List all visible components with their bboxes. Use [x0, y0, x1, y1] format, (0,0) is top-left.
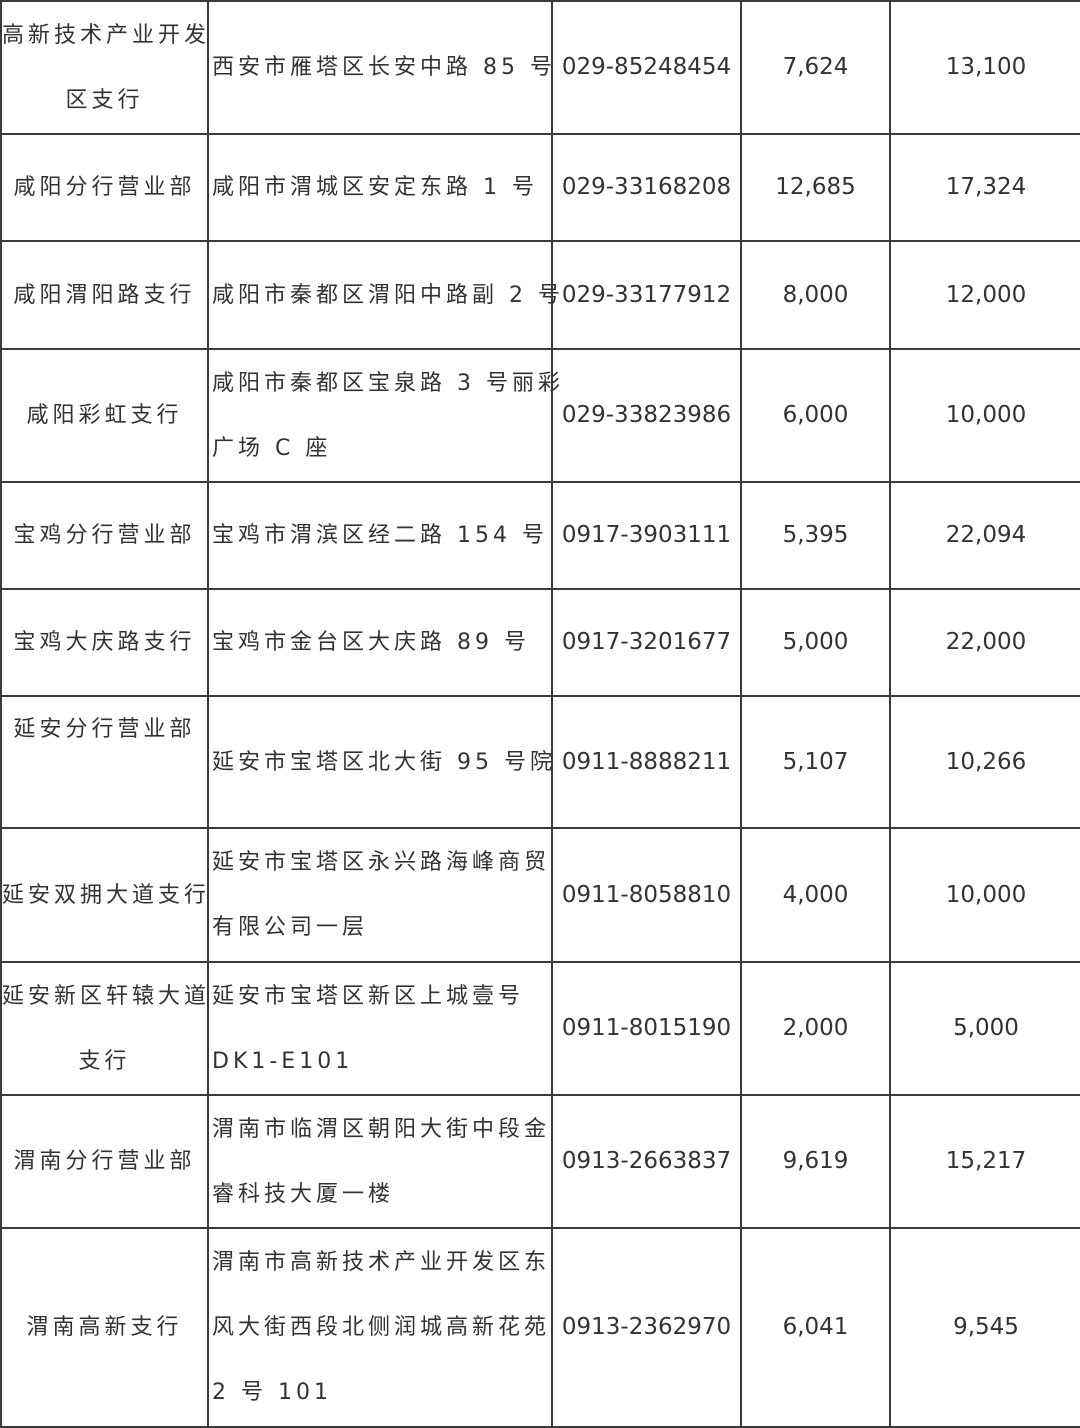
phone-cell: 0917-3201677 — [551, 588, 742, 697]
branch-name-cell: 延安双拥大道支行 — [0, 827, 211, 963]
phone-cell: 0913-2663837 — [551, 1094, 742, 1229]
table-row: 渭南分行营业部 渭南市临渭区朝阳大街中段金 睿科技大厦一楼 0913-2663837 9… — [0, 1094, 1080, 1229]
value-cell: 22,000 — [889, 588, 1080, 697]
value-cell: 17,324 — [889, 133, 1080, 242]
address-line: 睿科技大厦一楼 — [212, 1181, 395, 1207]
address-line: 广场 C 座 — [212, 435, 332, 461]
table-row: 延安分行营业部 延安市宝塔区北大街 95 号院 0911-8888211 5,107… — [0, 695, 1080, 829]
address-line: 有限公司一层 — [212, 915, 369, 940]
branch-name-line: 延安双拥大道支行 — [2, 882, 211, 908]
address-cell: 宝鸡市渭滨区经二路 154 号 — [207, 481, 553, 590]
address-cell: 咸阳市渭城区安定东路 1 号 — [207, 133, 553, 242]
address-cell: 延安市宝塔区北大街 95 号院 — [207, 695, 556, 829]
branch-name-line: 区支行 — [65, 87, 144, 113]
table-row: 延安双拥大道支行 延安市宝塔区永兴路海峰商贸 有限公司一层 0911-8058810 4… — [0, 827, 1080, 963]
value-cell: 9,619 — [740, 1094, 891, 1229]
branch-name-line: 渭南分行营业部 — [13, 1149, 196, 1174]
address-cell: 渭南市高新技术产业开发区东 风大街西段北侧润城高新花苑 2 号 101 — [207, 1227, 553, 1428]
branch-name-line: 宝鸡分行营业部 — [13, 523, 196, 548]
branch-name-line: 咸阳彩虹支行 — [26, 403, 183, 428]
address-line: 宝鸡市渭滨区经二路 154 号 — [212, 523, 548, 548]
address-cell: 延安市宝塔区永兴路海峰商贸 有限公司一层 — [207, 827, 553, 963]
phone-cell: 029-33177912 — [551, 240, 742, 350]
address-line: 宝鸡市金台区大庆路 89 号 — [212, 630, 530, 655]
address-line: 咸阳市秦都区渭阳中路副 2 号 — [212, 282, 564, 308]
branch-name-line: 渭南高新支行 — [26, 1315, 183, 1340]
table-row: 延安新区轩辕大道 支行 延安市宝塔区新区上城壹号 DK1-E101 0911-80151… — [0, 961, 1080, 1096]
branch-name-line: 咸阳分行营业部 — [13, 175, 196, 200]
branch-name-line: 延安新区轩辕大道 — [2, 983, 211, 1009]
branch-name-cell: 宝鸡分行营业部 — [0, 481, 209, 590]
table-row: 咸阳彩虹支行 咸阳市秦都区宝泉路 3 号丽彩 广场 C 座 029-33823986 6… — [0, 348, 1080, 483]
value-cell: 12,000 — [889, 240, 1080, 350]
phone-cell: 0913-2362970 — [551, 1227, 742, 1428]
value-cell: 7,624 — [740, 0, 891, 135]
phone-cell: 0911-8015190 — [551, 961, 742, 1096]
address-line: 渭南市高新技术产业开发区东 — [212, 1250, 551, 1275]
address-line: 咸阳市渭城区安定东路 1 号 — [212, 175, 538, 200]
branch-name-cell: 渭南分行营业部 — [0, 1094, 209, 1229]
value-cell: 12,685 — [740, 133, 891, 242]
value-cell: 9,545 — [889, 1227, 1080, 1428]
value-cell: 10,266 — [889, 695, 1080, 829]
value-cell: 10,000 — [889, 348, 1080, 483]
table-row: 咸阳渭阳路支行 咸阳市秦都区渭阳中路副 2 号 029-33177912 8,000 1… — [0, 240, 1080, 350]
address-cell: 咸阳市秦都区宝泉路 3 号丽彩 广场 C 座 — [207, 348, 564, 483]
table-row: 宝鸡分行营业部 宝鸡市渭滨区经二路 154 号 0917-3903111 5,395 2… — [0, 481, 1080, 590]
phone-cell: 029-85248454 — [551, 0, 742, 135]
phone-cell: 0911-8888211 — [551, 695, 742, 829]
value-cell: 2,000 — [740, 961, 891, 1096]
address-line: 延安市宝塔区新区上城壹号 — [212, 983, 525, 1009]
address-line: 渭南市临渭区朝阳大街中段金 — [212, 1116, 551, 1142]
table-row: 高新技术产业开发 区支行 西安市雁塔区长安中路 85 号 029-85248454 7,… — [0, 0, 1080, 135]
table-row: 渭南高新支行 渭南市高新技术产业开发区东 风大街西段北侧润城高新花苑 2 号 101 0… — [0, 1227, 1080, 1428]
value-cell: 15,217 — [889, 1094, 1080, 1229]
address-line: 2 号 101 — [212, 1380, 332, 1405]
phone-cell: 0911-8058810 — [551, 827, 742, 963]
branch-name-line: 支行 — [78, 1048, 131, 1074]
value-cell: 5,107 — [740, 695, 891, 829]
branch-name-cell: 咸阳渭阳路支行 — [0, 240, 209, 350]
value-cell: 10,000 — [889, 827, 1080, 963]
branch-name-cell: 咸阳分行营业部 — [0, 133, 209, 242]
branch-name-line: 高新技术产业开发 — [2, 22, 211, 48]
address-cell: 延安市宝塔区新区上城壹号 DK1-E101 — [207, 961, 553, 1096]
address-line: 延安市宝塔区北大街 95 号院 — [212, 749, 556, 775]
branch-name-cell: 渭南高新支行 — [0, 1227, 209, 1428]
value-cell: 4,000 — [740, 827, 891, 963]
phone-cell: 0917-3903111 — [551, 481, 742, 590]
value-cell: 13,100 — [889, 0, 1080, 135]
address-cell: 宝鸡市金台区大庆路 89 号 — [207, 588, 553, 697]
value-cell: 5,000 — [740, 588, 891, 697]
branch-name-cell: 宝鸡大庆路支行 — [0, 588, 209, 697]
branch-name-cell: 高新技术产业开发 区支行 — [0, 0, 211, 135]
address-line: 风大街西段北侧润城高新花苑 — [212, 1315, 551, 1340]
branch-name-line: 宝鸡大庆路支行 — [13, 630, 196, 655]
value-cell: 5,000 — [889, 961, 1080, 1096]
address-cell: 渭南市临渭区朝阳大街中段金 睿科技大厦一楼 — [207, 1094, 553, 1229]
phone-cell: 029-33168208 — [551, 133, 742, 242]
value-cell: 6,000 — [740, 348, 891, 483]
branch-name-cell: 咸阳彩虹支行 — [0, 348, 209, 483]
address-line: 咸阳市秦都区宝泉路 3 号丽彩 — [212, 370, 564, 396]
branch-name-cell: 延安新区轩辕大道 支行 — [0, 961, 211, 1096]
phone-cell: 029-33823986 — [551, 348, 742, 483]
value-cell: 22,094 — [889, 481, 1080, 590]
address-cell: 咸阳市秦都区渭阳中路副 2 号 — [207, 240, 564, 350]
value-cell: 5,395 — [740, 481, 891, 590]
table-row: 宝鸡大庆路支行 宝鸡市金台区大庆路 89 号 0917-3201677 5,000 22… — [0, 588, 1080, 697]
address-cell: 西安市雁塔区长安中路 85 号 — [207, 0, 556, 135]
address-line: 延安市宝塔区永兴路海峰商贸 — [212, 850, 551, 875]
table-row: 咸阳分行营业部 咸阳市渭城区安定东路 1 号 029-33168208 12,685 1… — [0, 133, 1080, 242]
branch-name-cell: 延安分行营业部 — [0, 695, 209, 829]
address-line: 西安市雁塔区长安中路 85 号 — [212, 55, 556, 80]
branch-name-line: 咸阳渭阳路支行 — [13, 282, 196, 308]
branch-name-line: 延安分行营业部 — [13, 717, 196, 742]
branch-name-line — [2, 762, 207, 827]
address-line: DK1-E101 — [212, 1048, 354, 1074]
value-cell: 8,000 — [740, 240, 891, 350]
value-cell: 6,041 — [740, 1227, 891, 1428]
